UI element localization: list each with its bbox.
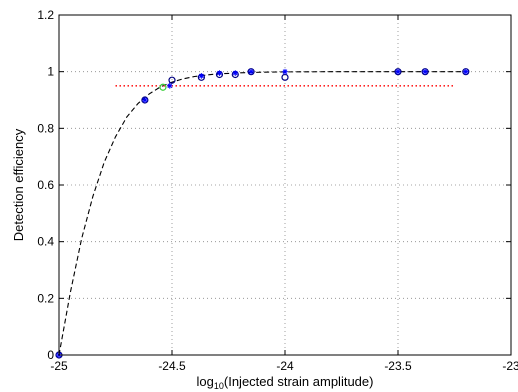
data-point-star	[248, 68, 254, 75]
data-point-star	[166, 83, 173, 89]
data-point-star	[422, 68, 428, 75]
y-tick-label: 1	[47, 65, 54, 79]
x-axis-title: log10(Injected strain amplitude)	[197, 374, 374, 391]
x-tick-label: -23	[502, 359, 518, 373]
data-point-circle	[462, 68, 470, 76]
data-point-circle	[421, 68, 429, 76]
y-tick-label: 0.6	[37, 178, 54, 192]
data-point-circle	[141, 96, 149, 104]
y-tick-label: 0.8	[37, 121, 54, 135]
x-tick-label: -23.5	[384, 359, 412, 373]
axis-ticks	[58, 14, 512, 356]
x-tick-label: -24.5	[158, 359, 186, 373]
fit-curve	[58, 71, 466, 356]
data-point-circle	[394, 68, 402, 76]
data-point-circle	[159, 83, 167, 91]
data-point-star	[282, 68, 288, 75]
data-point-star	[216, 70, 223, 76]
data-point-star	[463, 68, 469, 75]
y-tick-label: 0.4	[37, 235, 54, 249]
y-tick-label: 1.2	[37, 8, 54, 22]
data-point-star	[198, 73, 205, 79]
x-tick-label: -25	[50, 359, 68, 373]
x-axis-title-subscript: 10	[214, 381, 224, 391]
y-axis-title: Detection efficiency	[11, 128, 26, 241]
y-tick-label: 0.2	[37, 291, 54, 305]
data-point-star	[142, 97, 148, 103]
data-point-circle	[247, 68, 255, 76]
tick-labels: -25 -24.5 -24 -23.5 -23 0 0.2 0.4 0.6 0.8 1 1.2	[37, 8, 518, 373]
fit-curve-layer	[58, 71, 466, 356]
data-point-star	[395, 68, 401, 75]
x-tick-label: -24	[276, 359, 294, 373]
data-point-star	[232, 70, 239, 76]
x-axis-title-rest: (Injected strain amplitude)	[224, 374, 374, 389]
y-tick-label: 0	[47, 348, 54, 362]
x-axis-title-log: log	[197, 374, 214, 389]
data-points-layer	[55, 68, 470, 359]
data-point-circle	[168, 76, 176, 84]
